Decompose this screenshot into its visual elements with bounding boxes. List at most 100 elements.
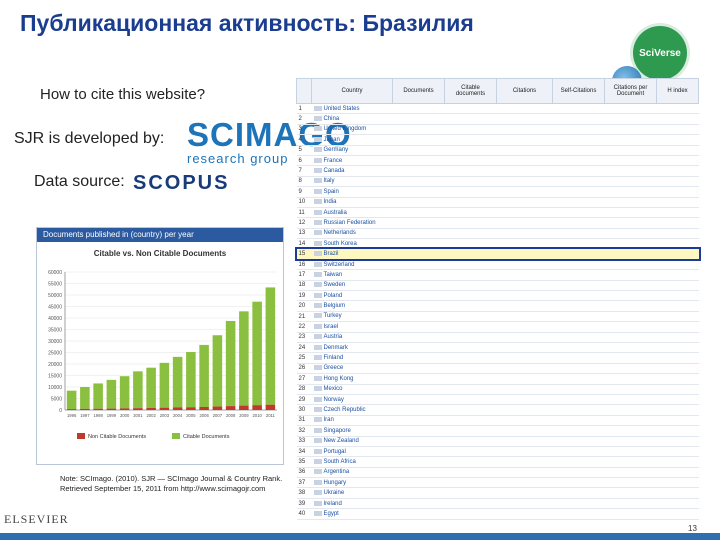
country-cell[interactable]: Hong Kong	[311, 373, 393, 385]
country-cell[interactable]: Russian Federation	[311, 217, 393, 229]
country-cell[interactable]: Egypt	[311, 508, 393, 520]
country-cell[interactable]: Japan	[311, 134, 393, 146]
country-cell[interactable]: India	[311, 197, 393, 208]
country-name[interactable]: Israel	[323, 323, 339, 330]
country-cell[interactable]: New Zealand	[311, 436, 393, 447]
country-cell[interactable]: Ireland	[311, 498, 393, 510]
rank-cell: 7	[296, 165, 312, 177]
self-citations-cell	[552, 300, 605, 312]
country-name[interactable]: Russian Federation	[323, 220, 376, 227]
country-name[interactable]: Ukraine	[323, 490, 345, 497]
country-cell[interactable]: Belgium	[311, 300, 393, 312]
country-cell[interactable]: United States	[311, 103, 393, 115]
h-index-header[interactable]: H index	[656, 78, 699, 104]
citations-per-document-cell	[604, 373, 657, 385]
documents-header[interactable]: Documents	[392, 78, 445, 104]
country-cell[interactable]: Singapore	[311, 425, 393, 437]
country-name[interactable]: Iran	[323, 417, 334, 424]
country-name[interactable]: Australia	[323, 209, 347, 216]
country-name[interactable]: Japan	[323, 136, 340, 143]
country-name[interactable]: France	[323, 157, 343, 164]
country-name[interactable]: Canada	[323, 168, 345, 175]
country-cell[interactable]: Germany	[311, 145, 393, 156]
country-name[interactable]: Germany	[323, 147, 349, 154]
country-cell[interactable]: Spain	[311, 186, 393, 198]
country-name[interactable]: South Korea	[323, 240, 357, 247]
country-name[interactable]: Spain	[323, 188, 339, 195]
country-cell[interactable]: Czech Republic	[311, 404, 393, 416]
country-cell[interactable]: Mexico	[311, 384, 393, 395]
country-cell[interactable]: South Korea	[311, 238, 393, 250]
country-name[interactable]: Greece	[323, 365, 344, 372]
country-name[interactable]: China	[323, 116, 340, 123]
country-name[interactable]: Belgium	[323, 303, 346, 310]
country-cell[interactable]: South Africa	[311, 456, 393, 468]
country-cell[interactable]: Denmark	[311, 342, 393, 354]
citations-header[interactable]: Citations	[496, 78, 553, 104]
country-cell[interactable]: Norway	[311, 394, 393, 406]
country-header[interactable]: Country	[311, 78, 393, 104]
country-name[interactable]: Sweden	[323, 282, 346, 289]
country-name[interactable]: Egypt	[323, 510, 339, 517]
country-name[interactable]: Finland	[323, 355, 344, 362]
country-cell[interactable]: Taiwan	[311, 269, 393, 281]
country-cell[interactable]: Sweden	[311, 280, 393, 292]
country-name[interactable]: Poland	[323, 292, 343, 299]
country-cell[interactable]: United Kingdom	[311, 124, 393, 136]
documents-cell	[392, 269, 445, 281]
x-tick-label: 2004	[173, 413, 183, 418]
country-cell[interactable]: France	[311, 155, 393, 167]
citations-cell	[496, 186, 553, 198]
country-name[interactable]: Taiwan	[323, 271, 343, 278]
country-cell[interactable]: Hungary	[311, 477, 393, 489]
country-name[interactable]: India	[323, 199, 337, 206]
country-cell[interactable]: Ukraine	[311, 487, 393, 499]
citations-cell	[496, 155, 553, 167]
non-citable-bar	[159, 407, 170, 410]
country-cell[interactable]: Portugal	[311, 446, 393, 458]
self-citations-cell	[552, 186, 605, 198]
rank-cell: 3	[296, 124, 312, 136]
country-cell[interactable]: China	[311, 113, 393, 125]
y-tick-label: 60000	[48, 270, 62, 276]
country-name[interactable]: Austria	[323, 334, 343, 341]
country-cell[interactable]: Switzerland	[311, 259, 393, 271]
country-cell[interactable]: Canada	[311, 165, 393, 177]
country-cell[interactable]: Israel	[311, 321, 393, 333]
citable-bar	[172, 356, 183, 408]
country-name[interactable]: Italy	[323, 178, 335, 185]
country-cell[interactable]: Argentina	[311, 467, 393, 479]
country-name[interactable]: Switzerland	[323, 261, 355, 268]
country-cell[interactable]: Netherlands	[311, 228, 393, 240]
x-tick-label: 1998	[93, 413, 103, 418]
country-name[interactable]: Brazil	[323, 251, 339, 258]
country-name[interactable]: Denmark	[323, 344, 348, 351]
citations-per-document-header[interactable]: Citations per Document	[604, 78, 657, 104]
self-citations-header[interactable]: Self-Citations	[552, 78, 605, 104]
country-cell[interactable]: Greece	[311, 363, 393, 375]
country-name[interactable]: Turkey	[323, 313, 342, 320]
country-name[interactable]: South Africa	[323, 459, 356, 466]
country-cell[interactable]: Iran	[311, 415, 393, 427]
country-name[interactable]: Portugal	[323, 448, 346, 455]
country-cell[interactable]: Australia	[311, 207, 393, 219]
country-name[interactable]: New Zealand	[323, 438, 359, 445]
country-cell[interactable]: Turkey	[311, 311, 393, 323]
citable-documents-header[interactable]: Citable documents	[444, 78, 497, 104]
country-name[interactable]: Czech Republic	[323, 407, 366, 414]
country-cell[interactable]: Austria	[311, 332, 393, 344]
country-name[interactable]: United States	[323, 105, 360, 112]
country-cell[interactable]: Finland	[311, 352, 393, 364]
country-cell[interactable]: Brazil	[311, 248, 393, 260]
country-name[interactable]: Argentina	[323, 469, 350, 476]
country-name[interactable]: Ireland	[323, 500, 342, 507]
country-cell[interactable]: Italy	[311, 176, 393, 188]
country-name[interactable]: Singapore	[323, 427, 351, 434]
country-name[interactable]: Norway	[323, 396, 344, 403]
country-name[interactable]: Mexico	[323, 386, 343, 393]
country-name[interactable]: United Kingdom	[323, 126, 367, 133]
country-cell[interactable]: Poland	[311, 290, 393, 302]
country-name[interactable]: Hong Kong	[323, 375, 354, 382]
country-name[interactable]: Hungary	[323, 479, 347, 486]
country-name[interactable]: Netherlands	[323, 230, 356, 237]
